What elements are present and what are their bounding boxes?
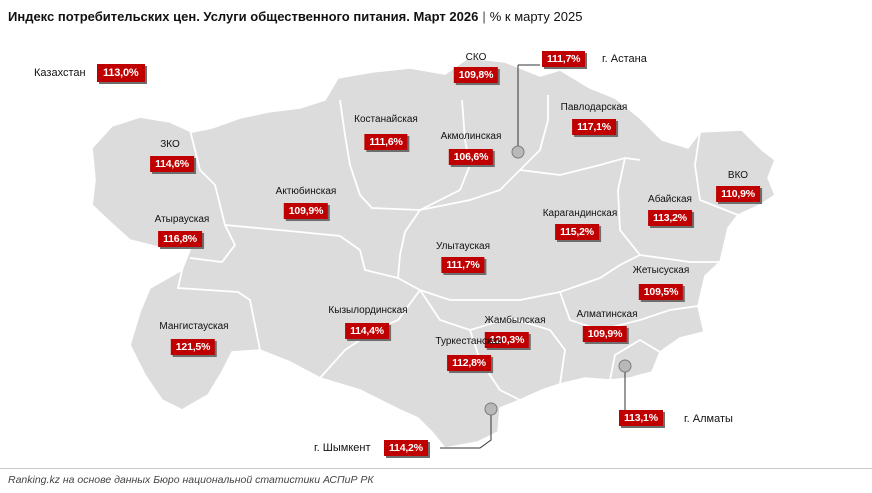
region-label-almaty-region: Алматинская [576,309,638,320]
region-value-kyzylorda: 114,4% [345,323,389,339]
region-label-akmola: Акмолинская [440,131,502,142]
region-value-sko: 109,8% [453,67,499,83]
region-label-abai: Абайская [648,194,692,205]
region-label-kyzylorda: Кызылординская [328,305,408,316]
region-label-turkestan: Туркестанская [435,336,503,347]
region-label-karaganda: Карагандинская [542,208,618,219]
national-label: Казахстан [34,67,86,79]
region-value-zhetysu: 109,5% [638,284,684,300]
region-value-almaty-region: 109,9% [582,326,628,342]
map-silhouette [91,57,776,449]
title-subtitle: % к марту 2025 [489,9,583,24]
footer-divider [0,468,872,469]
region-value-aktobe: 109,9% [283,203,329,219]
astana-marker [511,145,525,159]
city-label-almaty: г. Алматы [684,413,733,425]
region-label-pavlodar: Павлодарская [560,102,628,113]
region-value-atyrau: 116,8% [158,231,202,247]
region-value-zhambyl: 120,3% [484,332,530,348]
region-label-ulytau: Улытауская [435,241,491,252]
region-label-aktobe: Актюбинская [275,186,337,197]
region-label-zhetysu: Жетысуская [632,265,690,276]
region-value-akmola: 106,6% [448,149,494,165]
region-label-sko: СКО [465,52,487,63]
region-label-vko: ВКО [727,170,749,181]
region-value-mangystau: 121,5% [170,339,216,355]
chart-title: Индекс потребительских цен. Услуги общес… [8,9,582,24]
city-markers [440,64,632,449]
national-value: 113,0% [97,64,145,82]
region-label-kostanay: Костанайская [354,114,418,125]
city-value-shymkent: 114,2% [384,440,428,456]
region-value-pavlodar: 117,1% [572,119,616,135]
region-value-turkestan: 112,8% [447,355,491,371]
shymkent-marker [484,402,498,416]
region-value-karaganda: 115,2% [555,224,599,240]
region-label-zhambyl: Жамбылская [484,315,546,326]
region-value-ulytau: 111,7% [441,257,485,273]
city-label-shymkent: г. Шымкент [314,442,371,454]
source-footnote: Ranking.kz на основе данных Бюро национа… [8,474,374,486]
region-label-zko: ЗКО [160,139,180,150]
region-value-vko: 110,9% [716,186,760,202]
title-separator: | [482,9,486,24]
region-value-zko: 114,6% [150,156,194,172]
city-label-astana: г. Астана [602,53,647,65]
title-main: Индекс потребительских цен. Услуги общес… [8,9,479,24]
region-label-atyrau: Атырауская [154,214,210,225]
almaty-marker [618,359,632,373]
region-value-kostanay: 111,6% [364,134,408,150]
shymkent-leader [440,409,492,449]
city-value-astana: 111,7% [542,51,586,67]
region-value-abai: 113,2% [648,210,692,226]
region-label-mangystau: Мангистауская [159,321,229,332]
city-value-almaty: 113,1% [619,410,663,426]
